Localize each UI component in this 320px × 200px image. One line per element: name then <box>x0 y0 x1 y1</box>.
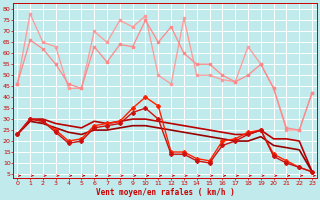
X-axis label: Vent moyen/en rafales ( km/h ): Vent moyen/en rafales ( km/h ) <box>96 188 235 197</box>
